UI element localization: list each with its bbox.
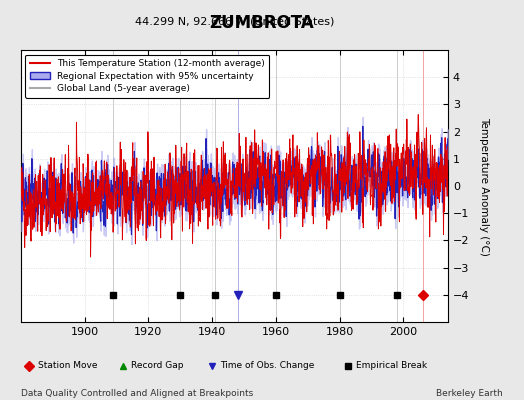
Legend: This Temperature Station (12-month average), Regional Expectation with 95% uncer: This Temperature Station (12-month avera… [26, 54, 269, 98]
Text: Berkeley Earth: Berkeley Earth [436, 389, 503, 398]
Text: Record Gap: Record Gap [132, 362, 184, 370]
Text: Data Quality Controlled and Aligned at Breakpoints: Data Quality Controlled and Aligned at B… [21, 389, 253, 398]
Text: Empirical Break: Empirical Break [356, 362, 428, 370]
Title: 44.299 N, 92.666 W (United States): 44.299 N, 92.666 W (United States) [135, 17, 334, 27]
Text: ZUMBROTA: ZUMBROTA [210, 14, 314, 32]
Text: Station Move: Station Move [38, 362, 97, 370]
Text: Time of Obs. Change: Time of Obs. Change [221, 362, 315, 370]
Y-axis label: Temperature Anomaly (°C): Temperature Anomaly (°C) [479, 116, 489, 256]
